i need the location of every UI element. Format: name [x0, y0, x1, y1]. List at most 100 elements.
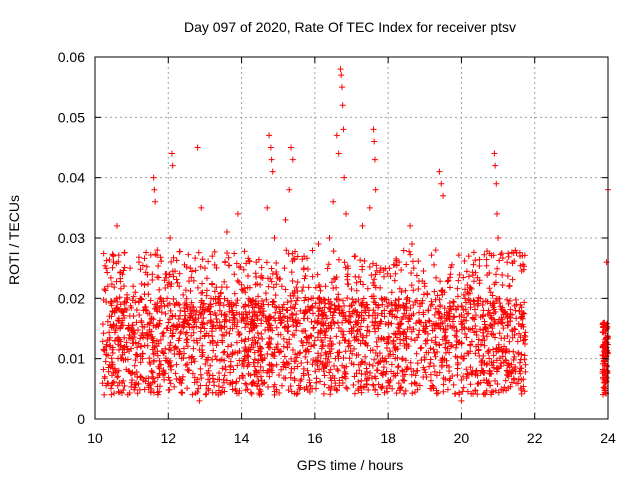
data-point — [449, 372, 456, 379]
data-point — [459, 388, 466, 395]
data-point — [322, 300, 329, 307]
data-point — [401, 342, 408, 349]
data-point — [391, 313, 398, 320]
data-point — [463, 310, 470, 317]
data-point — [319, 339, 326, 346]
data-point — [402, 387, 409, 394]
data-point — [411, 380, 418, 387]
data-point — [165, 387, 172, 394]
data-point — [298, 360, 305, 367]
data-point — [265, 367, 272, 374]
data-point — [238, 311, 245, 318]
data-point — [408, 371, 415, 378]
data-point — [404, 326, 411, 333]
data-point — [197, 382, 204, 389]
data-point — [119, 308, 126, 315]
data-point — [160, 368, 167, 375]
data-point — [284, 299, 291, 306]
data-point — [273, 324, 280, 331]
data-point — [201, 307, 208, 314]
data-point — [242, 380, 249, 387]
data-point — [486, 355, 493, 362]
data-point — [325, 384, 332, 391]
data-point — [494, 265, 501, 272]
data-point — [189, 307, 196, 314]
data-point — [353, 333, 360, 340]
data-point — [344, 280, 351, 287]
data-point — [276, 372, 283, 379]
data-point — [370, 279, 377, 286]
data-point — [371, 138, 378, 145]
data-point — [461, 316, 468, 323]
data-point — [285, 386, 292, 393]
data-point — [168, 258, 175, 265]
data-point — [184, 385, 191, 392]
data-point — [197, 335, 204, 342]
data-point — [146, 355, 153, 362]
data-point — [476, 256, 483, 263]
data-point — [182, 362, 189, 369]
data-point — [358, 302, 365, 309]
data-point — [267, 322, 274, 329]
data-point — [390, 261, 397, 268]
data-point — [330, 362, 337, 369]
data-point — [300, 265, 307, 272]
data-point — [378, 295, 385, 302]
data-point — [373, 262, 380, 269]
data-point — [212, 325, 219, 332]
x-tick-label: 20 — [454, 430, 470, 446]
data-point — [408, 269, 415, 276]
data-point — [478, 359, 485, 366]
data-point — [262, 327, 269, 334]
data-point — [294, 390, 301, 397]
data-point — [465, 253, 472, 260]
data-point — [202, 391, 209, 398]
data-point — [486, 285, 493, 292]
data-point — [213, 342, 220, 349]
data-point — [112, 369, 119, 376]
data-point — [293, 297, 300, 304]
data-point — [375, 325, 382, 332]
x-tick-label: 14 — [234, 430, 250, 446]
data-point — [424, 330, 431, 337]
data-point — [255, 390, 262, 397]
data-point — [289, 318, 296, 325]
data-point — [435, 309, 442, 316]
data-point — [145, 281, 152, 288]
data-point — [115, 306, 122, 313]
data-point — [133, 319, 140, 326]
data-point — [402, 313, 409, 320]
data-point — [351, 373, 358, 380]
data-point — [203, 287, 210, 294]
data-point — [456, 313, 463, 320]
data-point — [277, 348, 284, 355]
data-point — [184, 366, 191, 373]
data-point — [420, 327, 427, 334]
data-point — [110, 378, 117, 385]
data-point — [250, 379, 257, 386]
data-point — [125, 324, 132, 331]
data-point — [319, 307, 326, 314]
y-tick-label: 0.01 — [58, 351, 85, 367]
data-point — [364, 304, 371, 311]
data-point — [236, 331, 243, 338]
data-point — [159, 330, 166, 337]
data-point — [511, 331, 518, 338]
x-tick-label: 22 — [527, 430, 543, 446]
data-point — [340, 331, 347, 338]
data-point — [128, 383, 135, 390]
data-point — [338, 72, 345, 79]
data-point — [128, 379, 135, 386]
data-point — [242, 344, 249, 351]
data-point — [400, 247, 407, 254]
data-point — [267, 313, 274, 320]
data-point — [128, 345, 135, 352]
data-point — [502, 349, 509, 356]
data-point — [234, 277, 241, 284]
data-point — [336, 340, 343, 347]
data-point — [473, 332, 480, 339]
data-point — [278, 366, 285, 373]
data-point — [169, 332, 176, 339]
data-point — [420, 291, 427, 298]
data-point — [251, 349, 258, 356]
